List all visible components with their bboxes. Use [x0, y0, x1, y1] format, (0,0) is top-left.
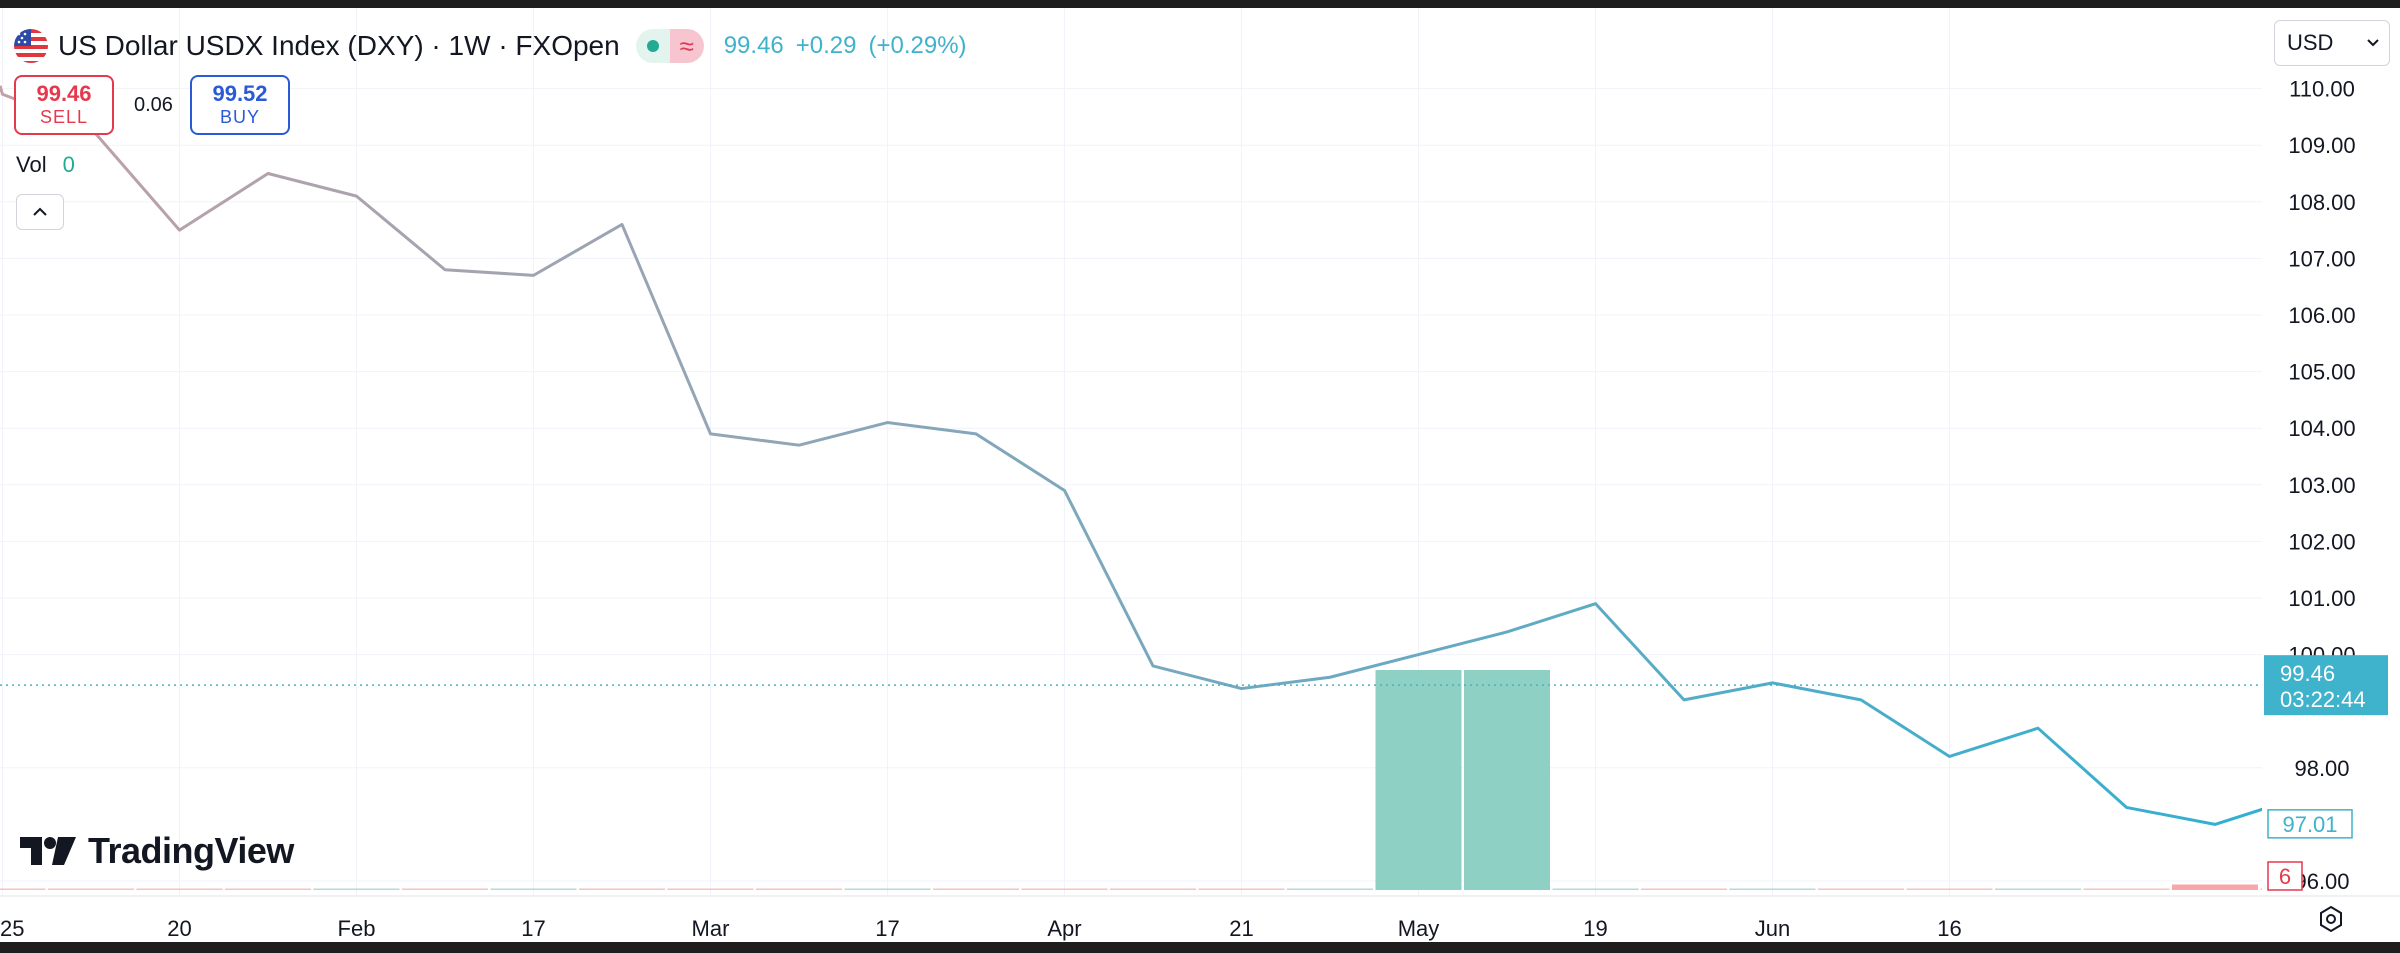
volume-bar [1464, 670, 1550, 890]
secondary-price-tag-value: 97.01 [2282, 812, 2337, 837]
volume-bar [1110, 888, 1196, 890]
x-tick-label: 25 [0, 916, 24, 941]
y-tick-label: 109.00 [2288, 133, 2355, 158]
buy-price: 99.52 [212, 81, 268, 106]
countdown-tag-value: 03:22:44 [2280, 687, 2366, 712]
symbol-header: US Dollar USDX Index (DXY) · 1W · FXOpen… [14, 22, 967, 70]
volume-bar [490, 888, 577, 890]
volume-bar [402, 888, 488, 890]
last-price-tag-value: 99.46 [2280, 661, 2335, 686]
x-tick-label: Feb [338, 916, 376, 941]
volume-bar [1287, 888, 1373, 890]
volume-value: 0 [62, 152, 75, 177]
y-tick-label: 105.00 [2288, 360, 2355, 385]
x-tick-label: 21 [1229, 916, 1253, 941]
x-tick-label: Apr [1047, 916, 1081, 941]
y-tick-label: 107.00 [2288, 246, 2355, 271]
x-tick-label: 17 [875, 916, 899, 941]
volume-bar [667, 888, 754, 890]
volume-bar [756, 888, 842, 890]
settings-icon[interactable] [2316, 904, 2346, 939]
y-tick-label: 98.00 [2294, 756, 2349, 781]
price-line [0, 85, 2304, 826]
chevron-up-icon [33, 207, 47, 216]
volume-bar [933, 888, 1019, 890]
volume-bar [2172, 884, 2258, 890]
x-tick-label: Mar [692, 916, 730, 941]
volume-bar [844, 888, 931, 890]
y-tick-label: 96.00 [2294, 869, 2349, 894]
volume-bar [313, 888, 400, 890]
volume-bar [1818, 888, 1904, 890]
logo-wordmark: TradingView [88, 830, 294, 871]
status-indicators[interactable]: ≈ [635, 29, 704, 63]
chart-canvas[interactable]: 96.0098.00100.00101.00102.00103.00104.00… [0, 8, 2400, 942]
sell-label: SELL [39, 107, 89, 127]
y-tick-label: 103.00 [2288, 473, 2355, 498]
volume-bar [1995, 888, 2081, 890]
buy-button[interactable]: 99.52 BUY [190, 75, 290, 135]
tradingview-logo-icon [20, 837, 76, 865]
y-axis-background [2262, 8, 2400, 896]
sell-price: 99.46 [36, 81, 92, 106]
volume-bar [1729, 888, 1816, 890]
currency-select-value: USD [2287, 30, 2334, 55]
buy-label: BUY [219, 107, 260, 127]
volume-bar [225, 888, 311, 890]
volume-bar [1641, 888, 1727, 890]
volume-bar [1375, 670, 1462, 890]
y-tick-label: 106.00 [2288, 303, 2355, 328]
last-price-value: 99.46 [723, 32, 784, 59]
volume-tag-value: 6 [2279, 864, 2291, 889]
currency-select[interactable]: USD [2274, 20, 2390, 66]
us-flag-icon[interactable] [14, 29, 48, 63]
x-tick-label: 19 [1583, 916, 1607, 941]
x-tick-label: 20 [167, 916, 191, 941]
y-tick-label: 101.00 [2288, 586, 2355, 611]
tradingview-logo[interactable]: TradingView [20, 830, 294, 872]
x-tick-label: 17 [521, 916, 545, 941]
approx-icon[interactable]: ≈ [669, 29, 704, 63]
volume-bar [48, 888, 134, 890]
volume-bar [1906, 888, 1993, 890]
header-values: 99.46 +0.29 (+0.29%) [724, 32, 967, 60]
chevron-down-icon [2367, 39, 2379, 47]
change-value: +0.29 [795, 32, 857, 59]
y-tick-label: 108.00 [2288, 190, 2355, 215]
y-tick-label: 104.00 [2288, 416, 2355, 441]
x-tick-label: Jun [1755, 916, 1790, 941]
volume-bar [2083, 888, 2170, 890]
sell-button[interactable]: 99.46 SELL [14, 75, 114, 135]
spread-value: 0.06 [134, 94, 173, 116]
volume-bar [136, 888, 223, 890]
y-tick-label: 102.00 [2288, 529, 2355, 554]
volume-bar [0, 888, 46, 890]
volume-legend[interactable]: Vol 0 [16, 152, 75, 178]
collapse-legend-button[interactable] [16, 194, 64, 230]
market-open-dot-icon[interactable] [635, 29, 670, 63]
volume-label: Vol [16, 152, 47, 177]
x-tick-label: May [1398, 916, 1440, 941]
secondary-price-tag [2267, 809, 2353, 839]
volume-bar [1198, 888, 1285, 890]
volume-tag [2267, 861, 2303, 891]
volume-bar [1021, 888, 1108, 890]
last-price-tag [2264, 655, 2388, 716]
change-percent-value: (+0.29%) [868, 32, 967, 59]
volume-bar [579, 888, 665, 890]
symbol-title[interactable]: US Dollar USDX Index (DXY) · 1W · FXOpen [58, 30, 620, 61]
volume-bar [1552, 888, 1639, 890]
chart-frame: 96.00 98.00 100.00 101.00 102.00 103.00 104.00… [0, 8, 2400, 942]
y-tick-label: 110.00 [2289, 77, 2355, 102]
x-tick-label: 16 [1937, 916, 1961, 941]
